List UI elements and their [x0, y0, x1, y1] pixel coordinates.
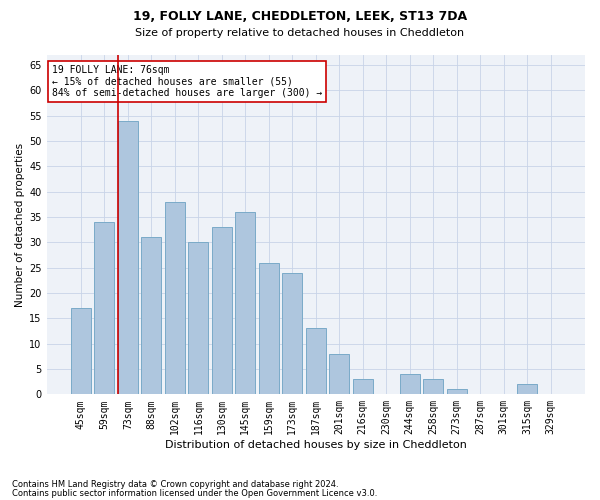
Bar: [235, 212, 256, 394]
X-axis label: Distribution of detached houses by size in Cheddleton: Distribution of detached houses by size …: [165, 440, 467, 450]
Text: Size of property relative to detached houses in Cheddleton: Size of property relative to detached ho…: [136, 28, 464, 38]
Bar: [212, 227, 232, 394]
Y-axis label: Number of detached properties: Number of detached properties: [15, 142, 25, 306]
Bar: [188, 242, 208, 394]
Bar: [306, 328, 326, 394]
Bar: [423, 379, 443, 394]
Bar: [283, 273, 302, 394]
Bar: [400, 374, 419, 394]
Bar: [94, 222, 115, 394]
Bar: [259, 262, 279, 394]
Bar: [329, 354, 349, 395]
Text: Contains HM Land Registry data © Crown copyright and database right 2024.: Contains HM Land Registry data © Crown c…: [12, 480, 338, 489]
Bar: [71, 308, 91, 394]
Bar: [446, 390, 467, 394]
Text: 19, FOLLY LANE, CHEDDLETON, LEEK, ST13 7DA: 19, FOLLY LANE, CHEDDLETON, LEEK, ST13 7…: [133, 10, 467, 23]
Bar: [353, 379, 373, 394]
Bar: [165, 202, 185, 394]
Text: 19 FOLLY LANE: 76sqm
← 15% of detached houses are smaller (55)
84% of semi-detac: 19 FOLLY LANE: 76sqm ← 15% of detached h…: [52, 65, 322, 98]
Bar: [517, 384, 537, 394]
Bar: [118, 121, 138, 394]
Bar: [142, 238, 161, 394]
Text: Contains public sector information licensed under the Open Government Licence v3: Contains public sector information licen…: [12, 488, 377, 498]
